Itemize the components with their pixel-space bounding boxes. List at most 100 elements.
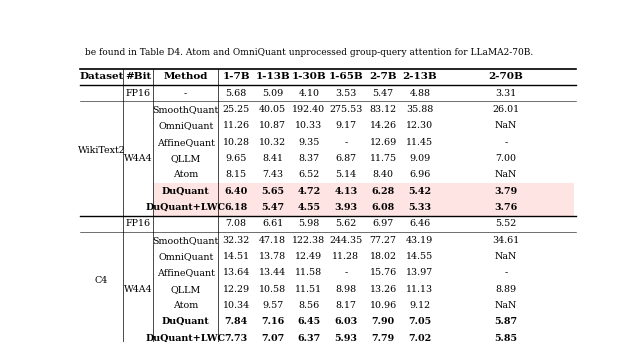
Text: 11.13: 11.13 <box>406 285 433 293</box>
Text: 4.72: 4.72 <box>297 187 321 196</box>
Text: 6.28: 6.28 <box>371 187 395 196</box>
Text: 5.85: 5.85 <box>494 333 517 342</box>
Text: 7.08: 7.08 <box>226 219 247 228</box>
Text: 8.56: 8.56 <box>298 301 319 310</box>
Text: SmoothQuant: SmoothQuant <box>152 105 219 114</box>
Text: 10.32: 10.32 <box>259 138 286 147</box>
Bar <box>154 199 573 216</box>
Text: 9.57: 9.57 <box>262 301 284 310</box>
Text: 5.09: 5.09 <box>262 89 284 98</box>
Text: 14.51: 14.51 <box>223 252 250 261</box>
Text: W4A4: W4A4 <box>124 154 152 163</box>
Text: 5.98: 5.98 <box>298 219 319 228</box>
Text: 122.38: 122.38 <box>292 236 326 245</box>
Text: 7.05: 7.05 <box>408 317 431 326</box>
Text: 15.76: 15.76 <box>369 268 397 277</box>
Text: 8.40: 8.40 <box>372 170 394 179</box>
Text: 4.55: 4.55 <box>298 203 321 212</box>
Text: NaN: NaN <box>495 301 517 310</box>
Text: -: - <box>344 268 348 277</box>
Text: -: - <box>504 138 508 147</box>
Text: 14.26: 14.26 <box>369 121 397 130</box>
Text: 6.97: 6.97 <box>372 219 394 228</box>
Text: FP16: FP16 <box>125 89 151 98</box>
Text: 2-13B: 2-13B <box>403 73 437 81</box>
Text: 5.42: 5.42 <box>408 187 431 196</box>
Text: 6.46: 6.46 <box>409 219 430 228</box>
Text: 18.02: 18.02 <box>369 252 397 261</box>
Text: 6.61: 6.61 <box>262 219 284 228</box>
Text: 7.73: 7.73 <box>225 333 248 342</box>
Text: 7.00: 7.00 <box>495 154 516 163</box>
Text: 6.18: 6.18 <box>225 203 248 212</box>
Text: C4: C4 <box>95 276 108 286</box>
Text: 8.41: 8.41 <box>262 154 283 163</box>
Text: 8.89: 8.89 <box>495 285 516 293</box>
Text: 5.14: 5.14 <box>335 170 356 179</box>
Text: #Bit: #Bit <box>125 73 152 81</box>
Text: 6.37: 6.37 <box>297 333 321 342</box>
Bar <box>154 183 573 199</box>
Text: Dataset: Dataset <box>79 73 124 81</box>
Text: 12.29: 12.29 <box>223 285 250 293</box>
Text: 10.28: 10.28 <box>223 138 250 147</box>
Text: 5.52: 5.52 <box>495 219 516 228</box>
Text: OmniQuant: OmniQuant <box>158 121 213 130</box>
Text: 6.08: 6.08 <box>371 203 395 212</box>
Text: 10.58: 10.58 <box>259 285 286 293</box>
Text: 11.51: 11.51 <box>295 285 323 293</box>
Text: 83.12: 83.12 <box>369 105 397 114</box>
Text: DuQuant: DuQuant <box>162 187 209 196</box>
Text: 8.98: 8.98 <box>335 285 356 293</box>
Text: 10.33: 10.33 <box>295 121 323 130</box>
Text: 40.05: 40.05 <box>259 105 286 114</box>
Text: WikiText2: WikiText2 <box>77 146 125 155</box>
Text: 7.16: 7.16 <box>261 317 284 326</box>
Text: 3.79: 3.79 <box>494 187 517 196</box>
Text: Atom: Atom <box>173 301 198 310</box>
Bar <box>154 314 573 330</box>
Text: AffineQuant: AffineQuant <box>157 138 214 147</box>
Text: 4.10: 4.10 <box>298 89 319 98</box>
Text: 6.45: 6.45 <box>298 317 321 326</box>
Text: 12.69: 12.69 <box>369 138 397 147</box>
Text: 4.88: 4.88 <box>409 89 430 98</box>
Text: 12.49: 12.49 <box>295 252 323 261</box>
Text: 9.17: 9.17 <box>335 121 356 130</box>
Text: 7.07: 7.07 <box>261 333 284 342</box>
Text: 6.52: 6.52 <box>298 170 319 179</box>
Text: 7.79: 7.79 <box>371 333 395 342</box>
Text: 10.96: 10.96 <box>369 301 397 310</box>
Text: 8.37: 8.37 <box>298 154 319 163</box>
Text: 9.12: 9.12 <box>409 301 430 310</box>
Text: 13.97: 13.97 <box>406 268 433 277</box>
Text: OmniQuant: OmniQuant <box>158 252 213 261</box>
Text: DuQuant+LWC: DuQuant+LWC <box>146 203 226 212</box>
Text: -: - <box>184 89 188 98</box>
Text: 192.40: 192.40 <box>292 105 326 114</box>
Text: 47.18: 47.18 <box>259 236 286 245</box>
Text: 9.35: 9.35 <box>298 138 319 147</box>
Text: NaN: NaN <box>495 121 517 130</box>
Text: 2-70B: 2-70B <box>488 73 524 81</box>
Text: 8.15: 8.15 <box>226 170 247 179</box>
Text: 7.90: 7.90 <box>371 317 395 326</box>
Text: 14.55: 14.55 <box>406 252 433 261</box>
Text: DuQuant+LWC: DuQuant+LWC <box>146 333 226 342</box>
Text: 6.87: 6.87 <box>335 154 356 163</box>
Text: 4.13: 4.13 <box>334 187 358 196</box>
Text: 5.93: 5.93 <box>334 333 357 342</box>
Text: 11.28: 11.28 <box>332 252 359 261</box>
Text: 5.33: 5.33 <box>408 203 431 212</box>
Text: FP16: FP16 <box>125 219 151 228</box>
Text: -: - <box>344 138 348 147</box>
Bar <box>154 330 573 342</box>
Text: 6.03: 6.03 <box>334 317 358 326</box>
Text: 77.27: 77.27 <box>369 236 397 245</box>
Text: 7.02: 7.02 <box>408 333 431 342</box>
Text: 11.45: 11.45 <box>406 138 433 147</box>
Text: -: - <box>504 268 508 277</box>
Text: Method: Method <box>163 73 208 81</box>
Text: DuQuant: DuQuant <box>162 317 209 326</box>
Text: QLLM: QLLM <box>170 285 201 293</box>
